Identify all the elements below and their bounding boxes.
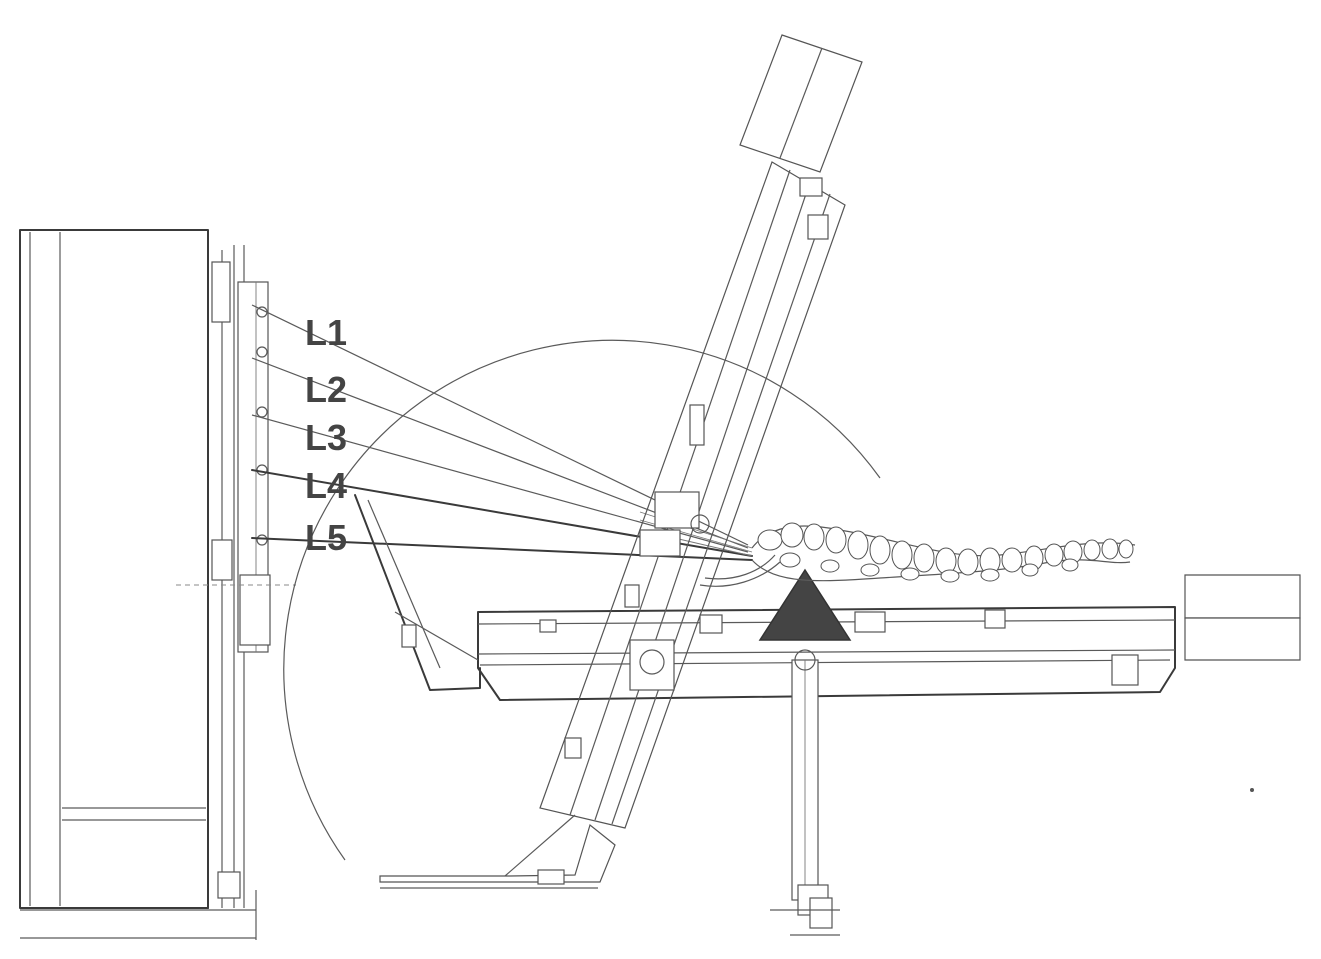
treatment-table — [354, 494, 1176, 701]
label-L2: L2 — [305, 369, 347, 410]
foot-rod — [1184, 574, 1301, 661]
vertebrae — [757, 522, 1134, 583]
label-L1: L1 — [305, 312, 347, 353]
vertical-rail — [176, 245, 296, 909]
cable-labels: L1 L2 L3 L4 L5 — [305, 312, 347, 558]
fulcrum — [758, 568, 852, 641]
label-L4: L4 — [305, 465, 347, 506]
label-L5: L5 — [305, 517, 347, 558]
head-rod — [739, 34, 863, 173]
swing-arc — [283, 339, 881, 861]
spine — [699, 522, 1136, 587]
foot-rest — [379, 814, 616, 889]
tilt-board — [539, 161, 846, 829]
support-leg — [770, 649, 840, 936]
wall-frame — [19, 229, 257, 940]
stray-dot — [1250, 788, 1254, 792]
label-L3: L3 — [305, 417, 347, 458]
